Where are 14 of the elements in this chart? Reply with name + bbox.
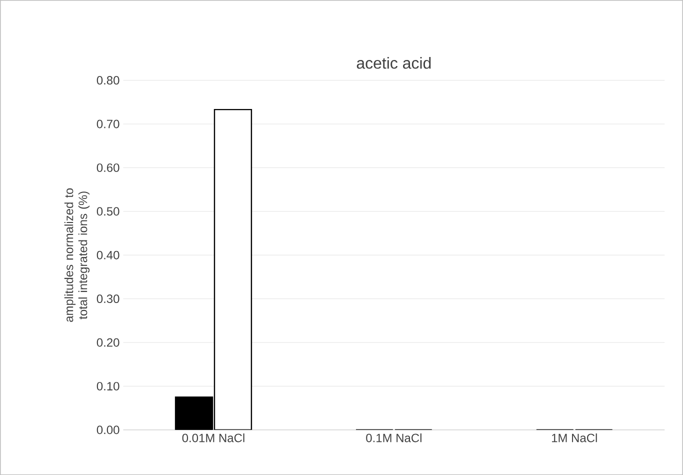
y-tick-label: 0.50 xyxy=(96,207,120,216)
chart-title: acetic acid xyxy=(356,56,431,69)
y-axis-title: amplitudes normalized to total integrated ions (%) xyxy=(64,188,90,322)
x-tick-label: 0.1M NaCl xyxy=(366,433,422,442)
y-tick-label: 0.00 xyxy=(96,426,120,434)
y-tick-label: 0.60 xyxy=(96,163,120,172)
y-tick-label: 0.70 xyxy=(96,120,120,128)
x-tick-label: 1M NaCl xyxy=(552,433,597,442)
y-tick-label: 0.30 xyxy=(96,294,120,303)
y-tick-label: 0.80 xyxy=(96,76,120,84)
y-tick-label: 0.20 xyxy=(96,338,120,347)
y-tick-label: 0.40 xyxy=(96,250,120,260)
y-tick-label: 0.10 xyxy=(96,382,120,390)
x-tick-label: 0.01M NaCl xyxy=(182,433,244,442)
